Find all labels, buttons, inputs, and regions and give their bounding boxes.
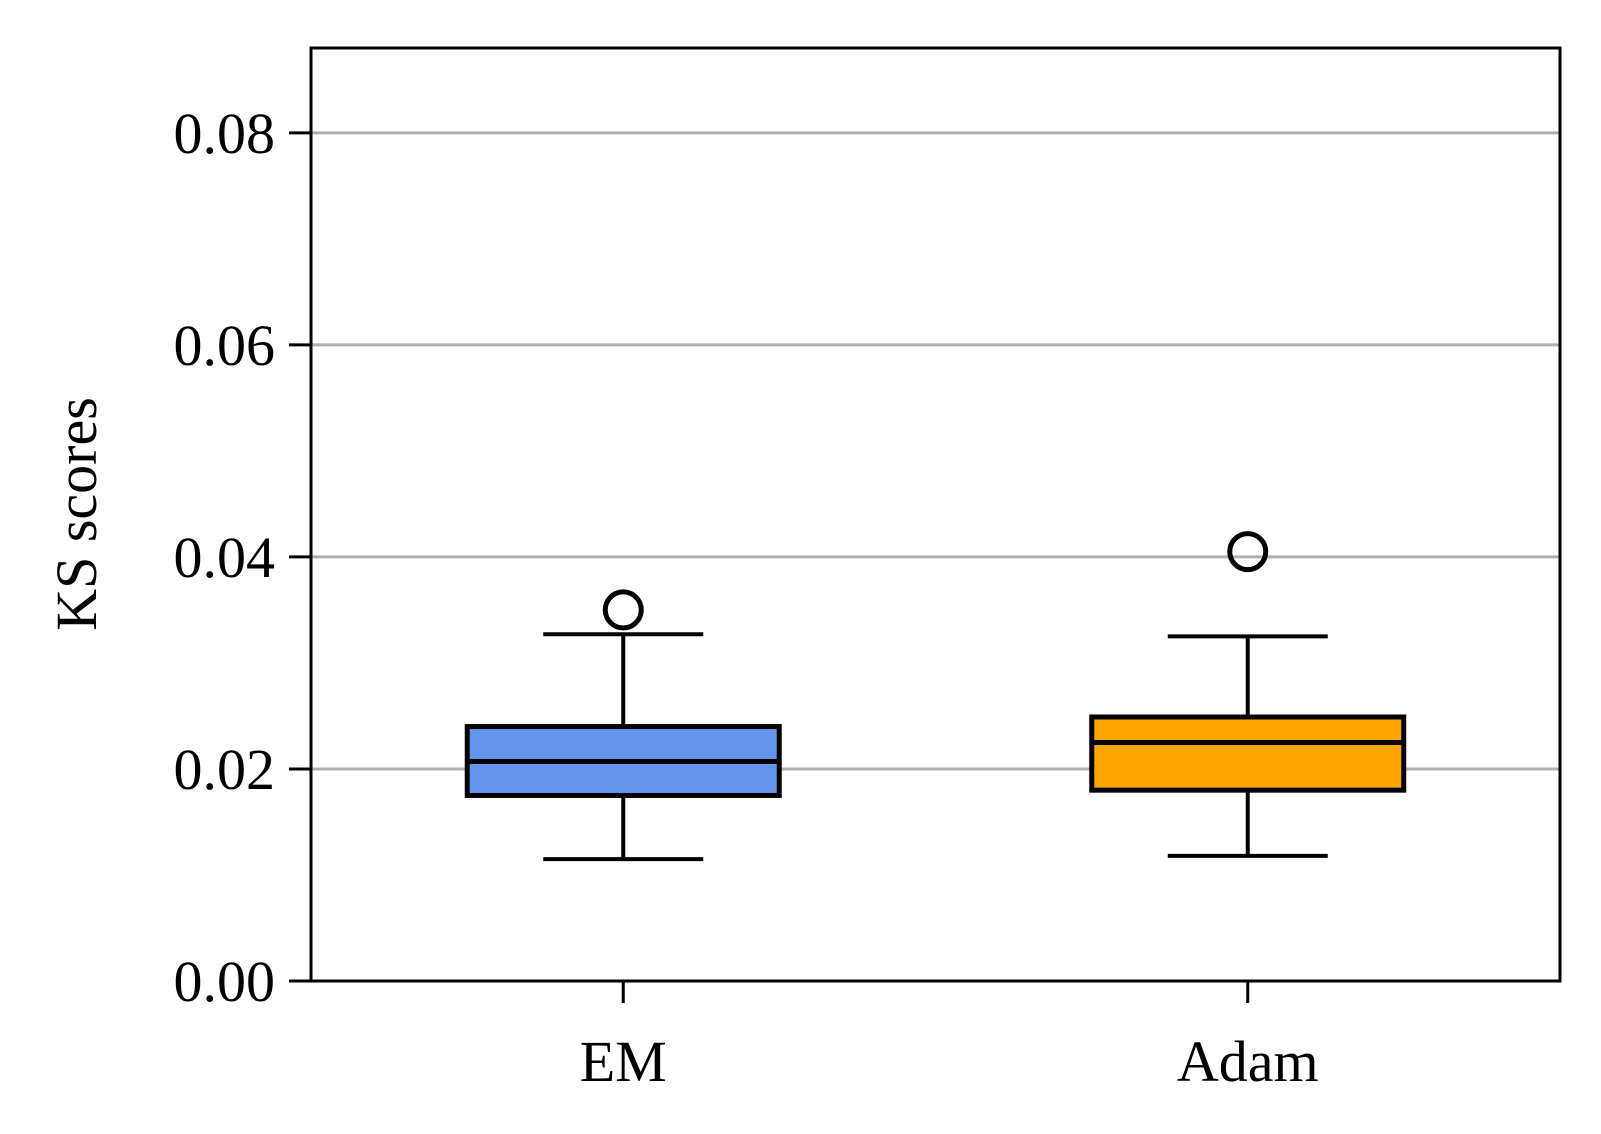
plot-area-frame	[309, 46, 1562, 983]
outlier-point	[602, 589, 644, 631]
y-tick-label: 0.02	[174, 737, 276, 802]
y-axis-title: KS scores	[44, 397, 109, 631]
box-adam	[1089, 531, 1407, 858]
x-axis: EM Adam	[580, 981, 1319, 1094]
y-tick-label: 0.08	[174, 101, 276, 166]
outlier-point	[1227, 531, 1269, 573]
grid-lines	[311, 131, 1560, 771]
y-axis: 0.00 0.02 0.04 0.06 0.08	[174, 101, 311, 1014]
y-tick-label: 0.00	[174, 949, 276, 1014]
box-plot-series	[464, 531, 1407, 862]
iqr-box	[1089, 714, 1407, 793]
box-em	[464, 589, 782, 862]
y-tick-label: 0.06	[174, 313, 276, 378]
x-tick-label: Adam	[1177, 1029, 1319, 1094]
y-tick-label: 0.04	[174, 525, 276, 590]
x-tick-label: EM	[580, 1029, 667, 1094]
